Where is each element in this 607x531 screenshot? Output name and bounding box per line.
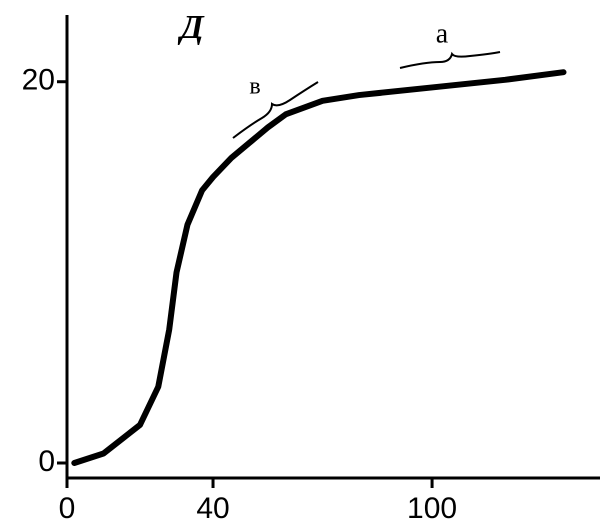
x-tick-label: 40 — [196, 492, 229, 525]
annotation: в — [249, 74, 260, 100]
y-tick-label: 0 — [38, 445, 55, 478]
annotation: а — [436, 18, 449, 49]
y-tick-label: 20 — [22, 64, 55, 97]
brace — [232, 81, 319, 139]
x-tick-label: 0 — [59, 492, 76, 525]
brace — [399, 51, 501, 69]
chart-title: Д — [177, 9, 205, 46]
x-tick-label: 100 — [407, 492, 457, 525]
line — [71, 69, 567, 466]
